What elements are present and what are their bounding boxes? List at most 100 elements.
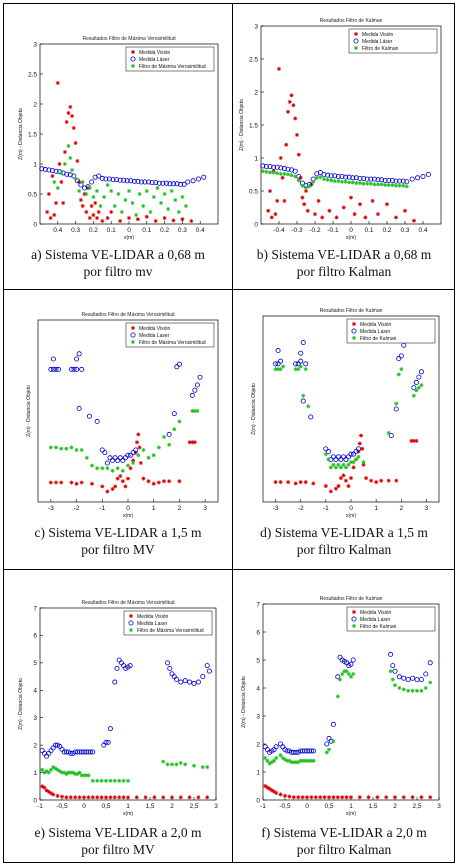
data-point [273,212,278,217]
legend-box [348,28,438,54]
data-point [269,215,274,220]
x-tick-label: 0,5 [101,803,110,810]
data-point [280,756,285,760]
data-point [375,795,380,800]
data-point [100,219,105,223]
caption-d-line1: d) Sistema VE-LIDAR a 1,5 m [260,525,428,540]
data-point [423,671,429,677]
data-point [325,449,331,455]
data-point [278,358,284,364]
data-point [331,795,336,800]
data-point [303,367,308,372]
plot-frame [262,315,440,503]
y-tick-label: 1.5 [28,131,37,138]
data-point [68,750,74,756]
data-point [394,478,399,483]
data-point [338,476,343,481]
data-point [351,465,356,470]
data-point [71,770,75,775]
data-point [128,452,134,458]
data-point [427,660,433,666]
legend-label: Filtro de Máxima Verosimilitud [137,628,204,634]
data-point [51,792,56,797]
data-point [287,99,292,104]
panel-f: Resultados Filtro de Kalman -1 -0,5 0 0,5 1 1,… [233,570,455,862]
data-point [341,473,346,478]
data-point [405,677,411,683]
data-point [298,480,303,485]
data-point [131,178,137,184]
data-point [324,741,330,747]
data-point [89,204,94,208]
data-point [401,687,406,692]
data-point [341,462,346,467]
data-point [59,446,64,451]
data-point [103,739,109,745]
data-point [112,455,118,461]
data-point [267,164,273,170]
x-tick-label: -1 [37,803,43,810]
data-point [394,401,399,406]
data-point [397,183,402,188]
data-point [174,762,179,767]
data-point [60,794,64,799]
caption-b-line1: b) Sistema VE-LIDAR a 0,68 m [256,247,432,262]
legend-label: Filtro de Kalman [362,46,399,52]
y-tick-label: 2.5 [249,56,258,63]
data-point [353,175,359,181]
data-point [46,770,51,775]
data-point [200,765,205,770]
data-point [73,141,78,145]
data-point [52,742,58,748]
data-point [338,456,344,462]
data-point [135,178,141,184]
data-point [283,793,287,798]
data-point [104,778,108,783]
x-tick-label: -1 [99,505,105,512]
data-point [50,174,55,178]
data-point [174,364,180,370]
data-point [274,756,279,760]
data-point [133,447,139,453]
data-point [420,173,426,179]
legend-box [123,610,213,636]
data-point [328,465,333,470]
data-point [300,183,305,188]
series-2 [260,163,431,189]
x-tick-label: 0.1 [142,227,151,234]
data-point [95,466,100,471]
data-point [105,216,110,220]
data-point [195,679,201,685]
data-point [396,674,402,680]
legend-marker [130,56,136,62]
x-tick-label: 0.2 [382,227,391,234]
legend-marker [353,38,359,44]
data-point [100,466,105,471]
y-axis-label: Z(m) - Distancia Objeto [26,385,32,437]
x-tick-label: -2 [298,505,304,512]
data-point [273,367,278,372]
data-point [384,795,389,800]
y-tick-label: 3 [33,41,37,48]
data-point [73,795,78,800]
data-point [293,116,298,121]
data-point [301,393,306,398]
data-point [112,778,117,783]
data-point [357,441,362,446]
data-point [136,453,141,458]
data-point [99,778,104,783]
data-point [343,179,348,184]
data-point [176,210,181,214]
data-point [178,181,184,187]
data-point [331,739,336,744]
data-point [340,795,345,800]
data-point [120,457,126,463]
legend-marker [354,46,358,50]
data-point [86,413,92,419]
data-point [197,374,203,380]
data-point [340,454,346,460]
data-point [324,750,329,755]
x-tick-label: 0.4 [196,227,205,234]
plot-frame [260,25,442,225]
data-point [263,756,268,760]
